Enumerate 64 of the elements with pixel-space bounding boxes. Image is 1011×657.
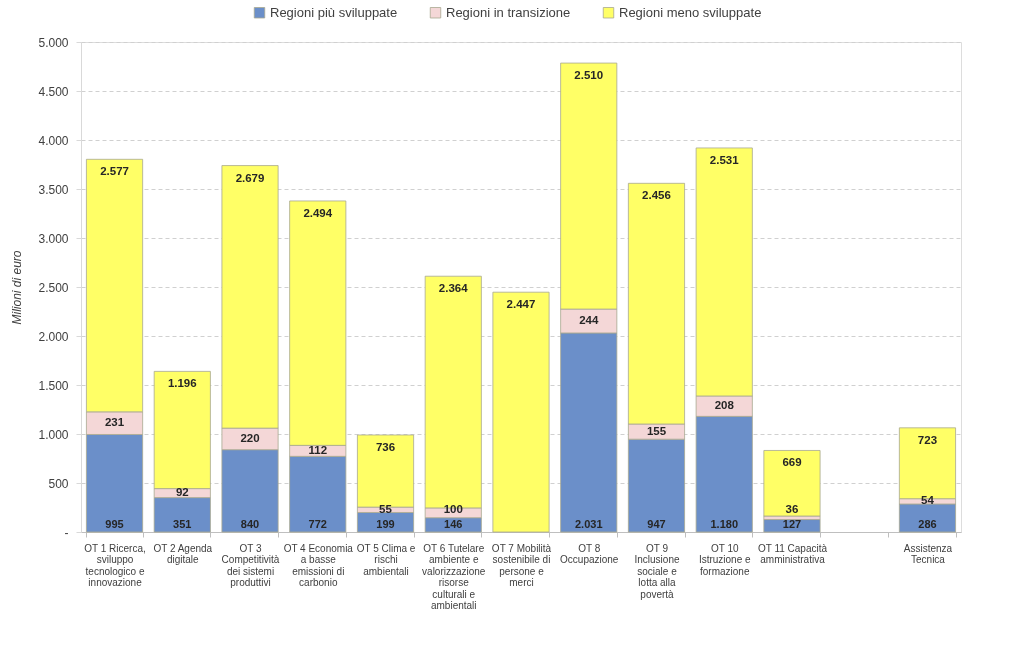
data-label: 1.196: [167, 377, 197, 390]
y-tick-label: -: [64, 525, 69, 540]
data-label: 155: [646, 424, 667, 437]
data-label: 127: [782, 518, 802, 530]
y-tick-label: 4.000: [38, 133, 69, 148]
x-tick-label: Assistenza Tecnica: [903, 542, 953, 565]
data-label: 723: [917, 433, 938, 446]
data-label: 1.180: [710, 518, 738, 530]
data-label: 351: [173, 518, 192, 530]
data-label: 231: [104, 416, 125, 429]
data-label: 92: [175, 486, 189, 499]
data-label: 669: [782, 456, 802, 469]
y-axis-title: Milioni di euro: [10, 250, 25, 325]
data-label: 2.679: [235, 171, 265, 184]
data-label: 286: [918, 518, 937, 530]
data-label: 199: [376, 518, 395, 530]
data-label: 100: [443, 503, 463, 515]
y-tick-label: 500: [48, 476, 69, 491]
data-label: 736: [375, 440, 396, 453]
x-tick-label: OT 6 Tutelare ambiente e valorizzazione risorse culturali e ambientali: [422, 542, 486, 611]
x-tick-label: OT 8 Occupazione: [560, 542, 619, 565]
bar: [898, 503, 956, 533]
data-label: 54: [921, 494, 935, 507]
legend-label: Regioni più sviluppate: [270, 4, 398, 20]
y-tick-label: 3.000: [38, 231, 69, 246]
y-tick-label: 4.500: [38, 84, 69, 99]
y-tick-label: 5.000: [38, 35, 69, 50]
data-label: 840: [240, 518, 260, 530]
x-tick-label: OT 2 Agenda digitale: [153, 542, 213, 565]
data-label: 244: [579, 314, 599, 327]
x-tick-label: OT 1 Ricerca, sviluppo tecnologico e innovazione: [84, 542, 146, 588]
data-label: 220: [240, 431, 260, 444]
data-label: 112: [308, 443, 328, 456]
data-label: 2.456: [642, 189, 671, 202]
x-tick-label: OT 4 Economia a basse emissioni di carbonio: [283, 542, 354, 588]
data-label: 772: [308, 518, 327, 530]
data-label: 146: [444, 518, 463, 530]
y-tick-label: 2.000: [38, 329, 69, 344]
x-tick-label: OT 5 Clima e rischi ambientali: [356, 542, 416, 577]
y-tick-label: 1.000: [38, 427, 69, 442]
bar: [492, 291, 550, 533]
y-tick-label: 3.500: [38, 182, 69, 197]
bar: [763, 450, 821, 517]
data-label: 36: [785, 503, 799, 515]
data-label: 208: [714, 399, 735, 412]
x-tick-label: OT 11 Capacità amministrativa: [757, 542, 828, 565]
data-label: 2.577: [100, 165, 129, 178]
data-label: 2.494: [303, 206, 333, 219]
data-label: 2.447: [506, 298, 536, 311]
data-label: 55: [379, 502, 393, 515]
data-label: 2.031: [574, 518, 603, 530]
data-label: 2.531: [709, 153, 740, 166]
legend-label: Regioni in transizione: [446, 4, 571, 20]
y-tick-label: 2.500: [38, 280, 69, 295]
x-tick-label: OT 3 Competitività dei sistemi produttivi: [221, 542, 280, 588]
data-label: 995: [105, 518, 124, 530]
data-label: 947: [647, 518, 666, 530]
x-tick-label: OT 7 Mobilità sostenibile di persone e merci: [491, 542, 552, 588]
y-tick-label: 1.500: [38, 378, 69, 393]
data-label: 2.364: [438, 282, 469, 295]
legend-label: Regioni meno sviluppate: [619, 4, 762, 20]
x-tick-label: OT 10 Istruzione e formazione: [698, 542, 752, 577]
data-label: 2.510: [574, 69, 604, 82]
x-tick-label: OT 9 Inclusione sociale e lotta alla povertà: [634, 542, 680, 600]
